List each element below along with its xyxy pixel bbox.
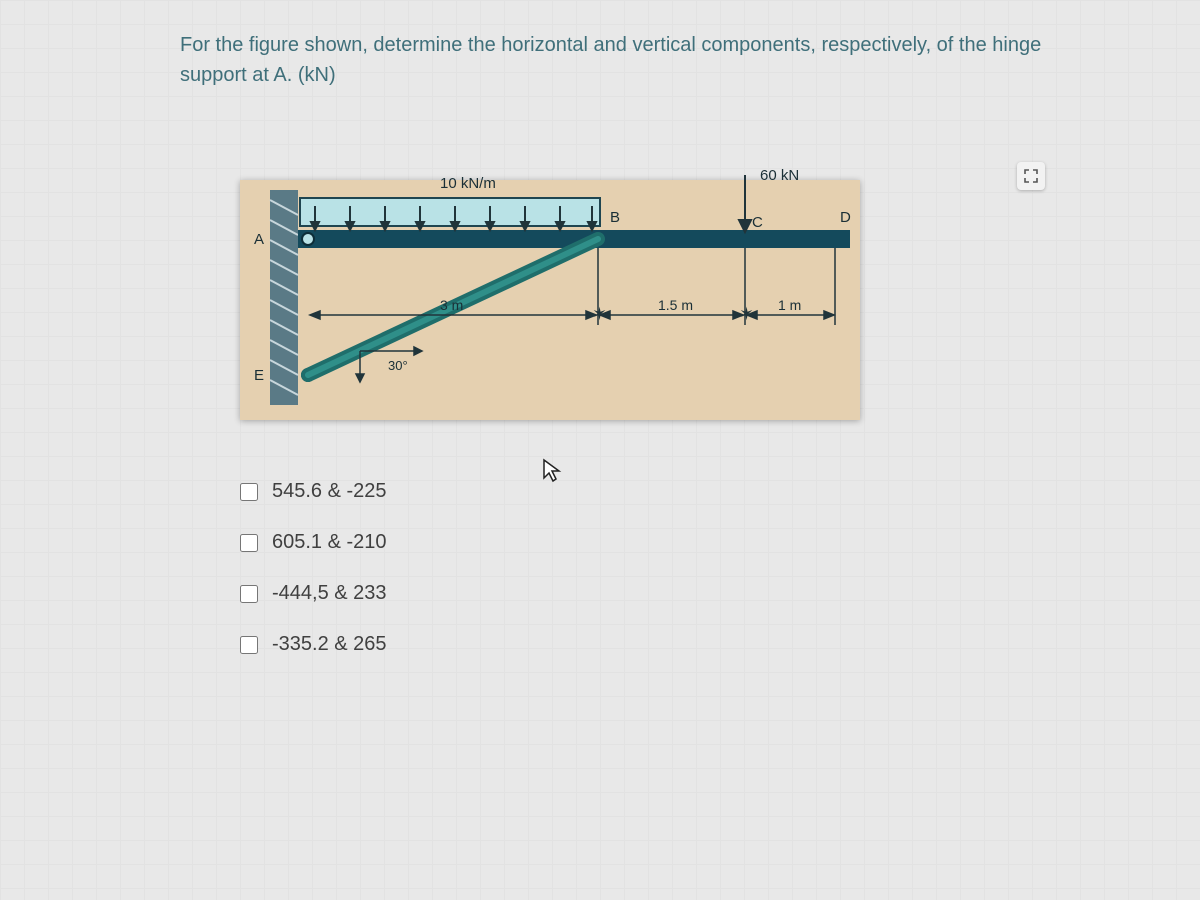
label-a: A — [254, 231, 264, 248]
dim-3m: 3 m — [440, 297, 463, 313]
choice-3-label: -444,5 & 233 — [272, 582, 387, 605]
choice-1[interactable]: 545.6 & -225 — [240, 480, 1160, 503]
label-e: E — [254, 367, 264, 384]
label-c: C — [752, 214, 763, 231]
wall — [270, 190, 298, 405]
question-text: For the figure shown, determine the hori… — [180, 30, 1080, 90]
label-b: B — [610, 209, 620, 226]
choice-4-checkbox[interactable] — [240, 636, 258, 654]
choice-3-checkbox[interactable] — [240, 585, 258, 603]
label-d: D — [840, 209, 851, 226]
dim-1m: 1 m — [778, 297, 801, 313]
hinge-a — [302, 233, 314, 245]
choice-4[interactable]: -335.2 & 265 — [240, 633, 1160, 656]
distributed-load — [300, 198, 600, 230]
dim-15m: 1.5 m — [658, 297, 693, 313]
choice-3[interactable]: -444,5 & 233 — [240, 582, 1160, 605]
choice-1-checkbox[interactable] — [240, 483, 258, 501]
choice-4-label: -335.2 & 265 — [272, 633, 387, 656]
dimensions — [310, 248, 835, 325]
figure-canvas: 10 kN/m 60 kN A B C D E — [240, 120, 860, 440]
answer-choices: 545.6 & -225 605.1 & -210 -444,5 & 233 -… — [240, 480, 1160, 656]
point-load — [739, 175, 751, 232]
dim-star-1: ✶ — [592, 304, 607, 324]
dim-star-2: ✶ — [739, 304, 754, 324]
point-load-label: 60 kN — [760, 167, 799, 184]
dist-load-label: 10 kN/m — [440, 175, 496, 192]
choice-2-label: 605.1 & -210 — [272, 531, 387, 554]
choice-2[interactable]: 605.1 & -210 — [240, 531, 1160, 554]
angle-label: 30° — [388, 358, 408, 373]
choice-1-label: 545.6 & -225 — [272, 480, 387, 503]
choice-2-checkbox[interactable] — [240, 534, 258, 552]
